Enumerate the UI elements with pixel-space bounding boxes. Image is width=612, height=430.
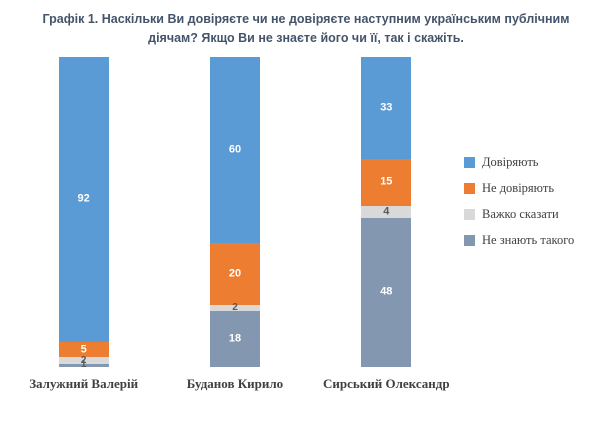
segment-value-label: 60 bbox=[228, 143, 242, 156]
segment-value-label: 33 bbox=[380, 101, 393, 114]
legend-item: Довіряють bbox=[464, 155, 606, 170]
legend-item: Важко сказати bbox=[464, 207, 606, 222]
segment-value-label: 4 bbox=[383, 205, 390, 218]
stacked-bar: 33 15 4 48 bbox=[361, 56, 412, 367]
legend-swatch-icon bbox=[464, 234, 475, 246]
legend-swatch-icon bbox=[464, 208, 475, 220]
segment-value-label: 18 bbox=[228, 332, 242, 345]
bar-segment: 5 bbox=[58, 341, 109, 358]
category-label: Залужний Валерій bbox=[29, 375, 139, 391]
legend-label: Довіряють bbox=[482, 154, 539, 169]
bar-segment: 92 bbox=[58, 56, 109, 342]
segment-value-label: 92 bbox=[77, 192, 90, 205]
segment-value-label: 5 bbox=[80, 343, 87, 356]
legend-item: Не довіряють bbox=[464, 181, 606, 196]
stacked-bar: 92 5 2 1 bbox=[58, 56, 109, 370]
bar-segment: 4 bbox=[361, 205, 412, 218]
segment-value-label: 20 bbox=[228, 267, 242, 280]
bar-segment: 15 bbox=[361, 159, 412, 206]
bar-segment: 33 bbox=[361, 56, 412, 160]
segment-value-label: 15 bbox=[380, 175, 393, 188]
category-label: Буданов Кирило bbox=[186, 375, 284, 391]
legend-swatch-icon bbox=[464, 182, 475, 194]
category-label: Сирський Олександр bbox=[323, 375, 450, 391]
legend-label: Не знають такого bbox=[482, 232, 575, 247]
bar-group: 60 20 2 18 Буданов Кирило bbox=[165, 56, 305, 392]
chart-area: 92 5 2 1 Залужний Валерій 60 20 2 18 Буданов Кири… bbox=[0, 51, 612, 392]
legend-swatch-icon bbox=[464, 156, 475, 168]
bar-segment: 20 bbox=[209, 242, 260, 305]
bar-segment: 1 bbox=[58, 360, 109, 370]
bar-group: 92 5 2 1 Залужний Валерій bbox=[14, 56, 154, 392]
plot-area: 92 5 2 1 Залужний Валерій 60 20 2 18 Буданов Кири… bbox=[6, 56, 464, 392]
bar-segment: 48 bbox=[361, 217, 412, 367]
legend-label: Не довіряють bbox=[482, 180, 555, 195]
chart-title: Графік 1. Наскільки Ви довіряєте чи не д… bbox=[42, 12, 570, 46]
bar-group: 33 15 4 48 Сирський Олександр bbox=[316, 56, 456, 392]
legend-label: Важко сказати bbox=[482, 206, 559, 221]
stacked-bar: 60 20 2 18 bbox=[209, 56, 260, 367]
legend: Довіряють Не довіряють Важко сказати Не зна… bbox=[464, 57, 606, 392]
legend-item: Не знають такого bbox=[464, 233, 606, 248]
bar-segment: 60 bbox=[209, 56, 260, 243]
bar-segment: 18 bbox=[209, 310, 260, 367]
segment-value-label: 48 bbox=[380, 285, 393, 298]
